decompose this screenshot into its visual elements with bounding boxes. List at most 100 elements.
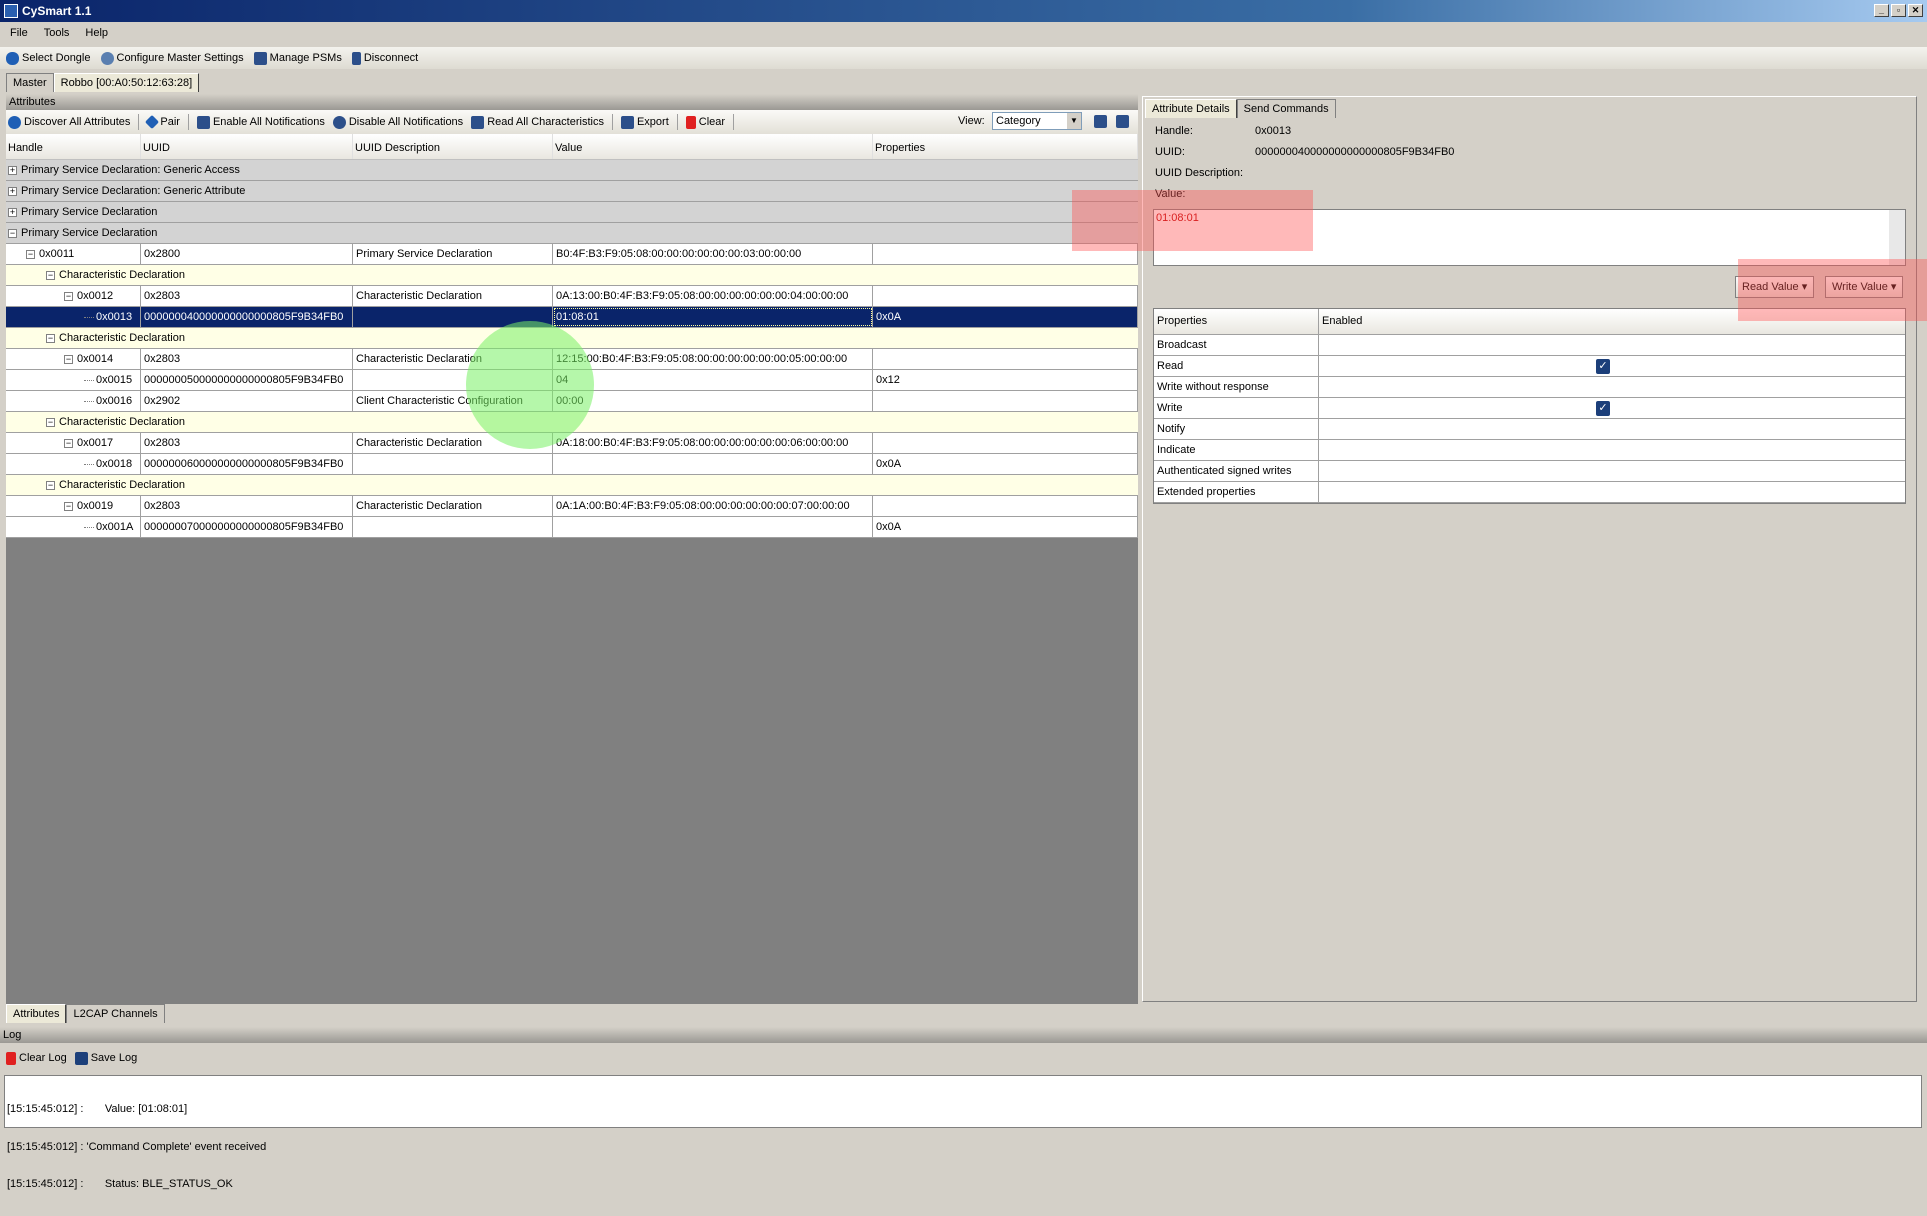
column-properties[interactable]: Properties — [873, 134, 1138, 159]
property-name: Read — [1154, 356, 1319, 376]
write-value-button[interactable]: Write Value ▾ — [1825, 276, 1904, 298]
collapse-icon[interactable]: − — [46, 269, 55, 280]
service-row[interactable]: + Primary Service Declaration: Generic Ac… — [6, 160, 1138, 181]
attribute-row[interactable]: −0x0011 0x2800 Primary Service Declaration… — [6, 244, 1138, 265]
collapse-icon[interactable]: − — [64, 500, 73, 511]
disconnect-button[interactable]: Disconnect — [351, 51, 418, 65]
uuid-label: UUID: — [1155, 146, 1185, 158]
properties-cell — [873, 286, 1138, 306]
save-log-button[interactable]: Save Log — [74, 1051, 137, 1065]
attribute-row[interactable]: 0x0013 000000040000000000000805F9B34FB0 01… — [6, 307, 1138, 328]
tree-line — [84, 526, 94, 528]
checkbox-checked-icon[interactable]: ✓ — [1596, 359, 1610, 374]
view-select[interactable]: Category ▼ — [992, 112, 1082, 130]
tree-line — [84, 379, 94, 381]
tab-attributes[interactable]: Attributes — [6, 1004, 67, 1023]
close-button[interactable]: ✕ — [1908, 4, 1923, 17]
expand-icon[interactable]: + — [8, 206, 17, 217]
uuid-description-cell — [353, 454, 553, 474]
value-cell — [553, 517, 873, 537]
menu-file[interactable]: File — [10, 27, 28, 39]
column-uuid[interactable]: UUID — [141, 134, 353, 159]
properties-cell: 0x0A — [873, 307, 1138, 327]
discover-all-attributes-button[interactable]: Discover All Attributes — [8, 115, 130, 129]
tab-l2cap-channels[interactable]: L2CAP Channels — [66, 1004, 165, 1023]
uuid-description-cell: Characteristic Declaration — [353, 433, 553, 453]
characteristic-declaration-row[interactable]: − Characteristic Declaration — [6, 412, 1138, 433]
property-row: Notify — [1154, 419, 1905, 440]
tab-send-commands[interactable]: Send Commands — [1236, 99, 1336, 118]
characteristic-declaration-row[interactable]: − Characteristic Declaration — [6, 265, 1138, 286]
properties-cell: 0x0A — [873, 517, 1138, 537]
maximize-button[interactable]: ▫ — [1891, 4, 1906, 17]
enable-all-notifications-button[interactable]: Enable All Notifications — [196, 115, 325, 129]
tree-line — [84, 400, 94, 402]
service-row[interactable]: + Primary Service Declaration — [6, 202, 1138, 223]
value-scrollbar[interactable] — [1889, 210, 1905, 265]
main-toolbar: Select Dongle Configure Master Settings … — [0, 47, 1927, 69]
configure-master-settings-button[interactable]: Configure Master Settings — [100, 51, 244, 65]
characteristic-declaration-row[interactable]: − Characteristic Declaration — [6, 328, 1138, 349]
manage-psms-button[interactable]: Manage PSMs — [253, 51, 342, 65]
uuid-description-cell — [353, 307, 553, 327]
collapse-icon[interactable]: − — [46, 416, 55, 427]
row-label: Primary Service Declaration — [21, 227, 158, 239]
service-row[interactable]: + Primary Service Declaration: Generic At… — [6, 181, 1138, 202]
tab-master[interactable]: Master — [6, 73, 54, 92]
property-name: Authenticated signed writes — [1154, 461, 1319, 481]
collapse-icon[interactable]: − — [64, 437, 73, 448]
clear-button[interactable]: Clear — [685, 115, 725, 129]
row-label: Primary Service Declaration — [21, 206, 158, 218]
uuid-value: 000000040000000000000805F9B34FB0 — [1255, 146, 1455, 158]
properties-cell: 0x12 — [873, 370, 1138, 390]
clear-log-button[interactable]: Clear Log — [6, 1051, 67, 1065]
uuid-cell: 0x2902 — [141, 391, 353, 411]
collapse-icon[interactable]: − — [26, 248, 35, 259]
menu-tools[interactable]: Tools — [43, 27, 70, 39]
expand-icon[interactable]: + — [8, 185, 17, 196]
properties-table: Properties Enabled Broadcast Read ✓ Write wi… — [1153, 308, 1906, 504]
value-cell: 0A:1A:00:B0:4F:B3:F9:05:08:00:00:00:00:0… — [553, 496, 873, 516]
value-textbox[interactable]: 01:08:01 — [1153, 209, 1906, 266]
title-bar: CySmart 1.1 _ ▫ ✕ — [0, 0, 1927, 22]
collapse-all-icon[interactable] — [1116, 115, 1129, 128]
attribute-row[interactable]: −0x0017 0x2803 Characteristic Declaration 0… — [6, 433, 1138, 454]
column-value[interactable]: Value — [553, 134, 873, 159]
row-label: Characteristic Declaration — [59, 416, 185, 428]
column-uuid-description[interactable]: UUID Description — [353, 134, 553, 159]
value-cell: 01:08:01 — [553, 307, 873, 327]
read-all-characteristics-button[interactable]: Read All Characteristics — [471, 115, 604, 129]
read-value-button[interactable]: Read Value ▾ — [1735, 276, 1815, 298]
attribute-row[interactable]: 0x0015 000000050000000000000805F9B34FB0 04… — [6, 370, 1138, 391]
tab-robbo[interactable]: Robbo [00:A0:50:12:63:28] — [53, 73, 200, 92]
collapse-icon[interactable]: − — [46, 479, 55, 490]
attribute-row[interactable]: −0x0012 0x2803 Characteristic Declaration 0… — [6, 286, 1138, 307]
service-row[interactable]: − Primary Service Declaration — [6, 223, 1138, 244]
select-dongle-button[interactable]: Select Dongle — [6, 51, 91, 65]
uuid-cell: 000000070000000000000805F9B34FB0 — [141, 517, 353, 537]
disable-all-notifications-button[interactable]: Disable All Notifications — [332, 115, 463, 129]
attribute-row[interactable]: −0x0014 0x2803 Characteristic Declaration 1… — [6, 349, 1138, 370]
log-title: Log — [0, 1027, 1927, 1043]
attribute-row[interactable]: 0x001A 000000070000000000000805F9B34FB0 0x… — [6, 517, 1138, 538]
bluetooth-icon — [6, 51, 19, 65]
collapse-icon[interactable]: − — [64, 353, 73, 364]
collapse-icon[interactable]: − — [46, 332, 55, 343]
collapse-icon[interactable]: − — [8, 227, 17, 238]
characteristic-declaration-row[interactable]: − Characteristic Declaration — [6, 475, 1138, 496]
checkbox-checked-icon[interactable]: ✓ — [1596, 401, 1610, 416]
log-textbox[interactable]: [15:15:45:012] : Value: [01:08:01] [15:1… — [4, 1075, 1922, 1190]
column-handle[interactable]: Handle — [6, 134, 141, 159]
attribute-row[interactable]: 0x0016 0x2902 Client Characteristic Config… — [6, 391, 1138, 412]
tab-attribute-details[interactable]: Attribute Details — [1145, 99, 1237, 118]
attribute-row[interactable]: −0x0019 0x2803 Characteristic Declaration 0… — [6, 496, 1138, 517]
attribute-row[interactable]: 0x0018 000000060000000000000805F9B34FB0 0x… — [6, 454, 1138, 475]
uuid-cell: 000000060000000000000805F9B34FB0 — [141, 454, 353, 474]
expand-icon[interactable]: + — [8, 164, 17, 175]
minimize-button[interactable]: _ — [1874, 4, 1889, 17]
menu-help[interactable]: Help — [85, 27, 109, 39]
expand-all-icon[interactable] — [1094, 115, 1107, 128]
export-button[interactable]: Export — [620, 115, 669, 129]
pair-button[interactable]: Pair — [145, 114, 180, 130]
collapse-icon[interactable]: − — [64, 290, 73, 301]
